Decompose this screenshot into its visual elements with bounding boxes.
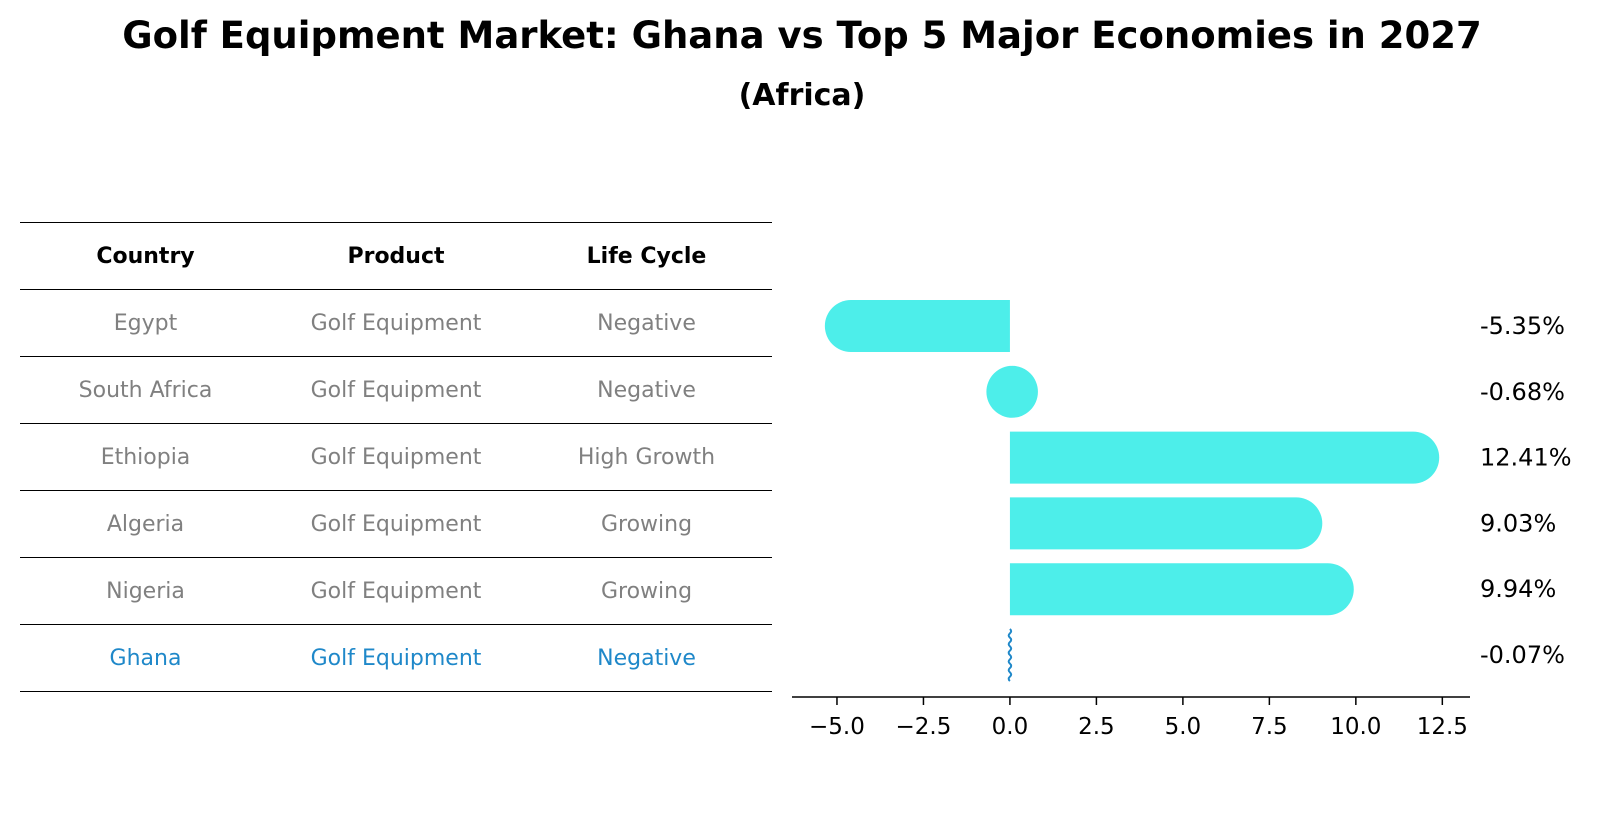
- table-row: Egypt Golf Equipment Negative: [20, 289, 772, 356]
- cell-country: Ghana: [109, 645, 182, 671]
- cell-product: Golf Equipment: [310, 578, 482, 604]
- cell-country: Ethiopia: [100, 444, 191, 470]
- chart-title: Golf Equipment Market: Ghana vs Top 5 Ma…: [122, 14, 1482, 57]
- table-row-highlight: Ghana Golf Equipment Negative: [20, 624, 772, 692]
- cell-life-cycle: High Growth: [577, 444, 716, 470]
- chart-subtitle: (Africa): [738, 78, 866, 113]
- cell-life-cycle: Negative: [597, 377, 696, 403]
- cell-product: Golf Equipment: [310, 511, 482, 537]
- bar-egypt: [824, 300, 1010, 352]
- bar-algeria: [1009, 497, 1323, 550]
- cell-product: Golf Equipment: [310, 444, 482, 470]
- bar-ethiopia: [1009, 431, 1440, 484]
- cell-life-cycle: Growing: [600, 578, 693, 604]
- cell-country: South Africa: [78, 377, 213, 403]
- cell-country: Nigeria: [106, 578, 185, 604]
- x-tick-label: 0.0: [992, 714, 1029, 740]
- header-country: Country: [96, 243, 195, 269]
- value-label-ghana: -0.07%: [1480, 641, 1565, 669]
- header-life-cycle: Life Cycle: [586, 243, 707, 269]
- cell-life-cycle: Growing: [600, 511, 693, 537]
- table-row: South Africa Golf Equipment Negative: [20, 356, 772, 423]
- x-tick-label: 7.5: [1251, 714, 1288, 740]
- value-label-ethiopia: 12.41%: [1480, 444, 1572, 472]
- cell-country: Egypt: [113, 310, 178, 336]
- x-tick-label: 2.5: [1078, 714, 1115, 740]
- value-label-south-africa: -0.68%: [1480, 378, 1565, 406]
- cell-country: Algeria: [106, 511, 185, 537]
- cell-product: Golf Equipment: [310, 645, 482, 671]
- value-label-algeria: 9.03%: [1480, 509, 1556, 537]
- x-tick-label: 10.0: [1330, 714, 1381, 740]
- table-header-row: Country Product Life Cycle: [20, 222, 772, 289]
- x-tick-label: 5.0: [1165, 714, 1202, 740]
- x-tick-label: −2.5: [896, 714, 952, 740]
- cell-product: Golf Equipment: [310, 377, 482, 403]
- table-row: Nigeria Golf Equipment Growing: [20, 557, 772, 624]
- bar-south-africa: [986, 365, 1038, 418]
- value-label-nigeria: 9.94%: [1480, 575, 1556, 603]
- x-tick-label: 12.5: [1417, 714, 1468, 740]
- x-tick-label: −5.0: [809, 714, 865, 740]
- table-row: Algeria Golf Equipment Growing: [20, 490, 772, 557]
- bar-nigeria: [1009, 563, 1354, 616]
- data-table: Country Product Life Cycle Egypt Golf Eq…: [20, 222, 772, 692]
- bar-ghana: [1007, 628, 1013, 682]
- cell-life-cycle: Negative: [597, 645, 696, 671]
- table-row: Ethiopia Golf Equipment High Growth: [20, 423, 772, 490]
- value-label-egypt: -5.35%: [1480, 312, 1565, 340]
- cell-product: Golf Equipment: [310, 310, 482, 336]
- cell-life-cycle: Negative: [597, 310, 696, 336]
- header-product: Product: [347, 243, 445, 269]
